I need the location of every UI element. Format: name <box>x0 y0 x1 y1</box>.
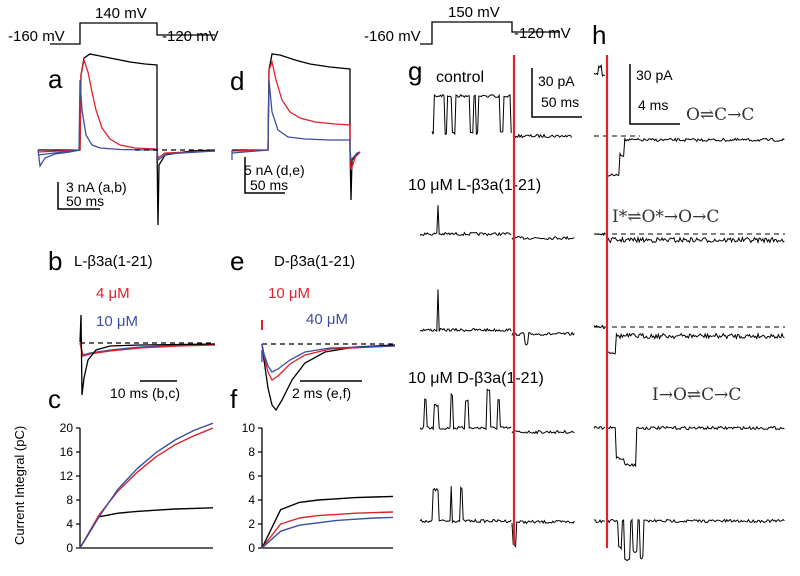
g-trace-d1-tail <box>511 429 575 435</box>
panel-g-time-scale: 50 ms <box>541 94 579 110</box>
panel-b-trace-control <box>79 314 216 396</box>
g-trace-l1-tail <box>511 235 575 241</box>
g-trace-control <box>431 93 512 136</box>
panel-a-trace-control <box>38 53 216 226</box>
panel-b-time-scale: 10 ms (b,c) <box>110 385 180 401</box>
protocol-right-step: 150 mV <box>448 4 500 21</box>
g-trace-control-tail <box>513 133 573 139</box>
h-trace-control <box>607 137 785 177</box>
panel-e-trace-low <box>261 343 396 381</box>
g-trace-d2 <box>419 485 512 524</box>
g-trace-d2-tail <box>511 519 575 548</box>
g-label-d-peptide: 10 μM D-β3a(1-21) <box>408 370 544 387</box>
panel-d-trace-low <box>231 59 361 171</box>
panel-h-current-scale: 30 pA <box>636 67 673 83</box>
panel-h-traces <box>593 63 785 562</box>
panel-e-traces <box>261 320 396 412</box>
chart-c-ytick-label: 0 <box>66 541 73 555</box>
g-trace-l1 <box>419 205 512 237</box>
chart-f-ytick-label: 2 <box>248 517 255 531</box>
chart-c-series-control <box>79 507 214 549</box>
panel-a-trace-low <box>37 57 216 160</box>
panel-label-d: d <box>230 66 244 96</box>
h-trace-l2 <box>607 331 785 355</box>
chart-c-ytick-label: 16 <box>60 445 74 459</box>
g-trace-l2-tail <box>511 331 575 346</box>
panel-a-current-scale: 3 nA (a,b) <box>66 179 127 195</box>
panel-g-traces <box>419 93 575 548</box>
protocol-right-tail: -120 mV <box>514 25 571 42</box>
panel-a-scale-bar <box>57 182 100 210</box>
panel-e-trace-control <box>261 343 396 412</box>
chart-c-series-low <box>79 427 214 549</box>
panel-e-legend-high: 40 μM <box>306 311 348 328</box>
panel-label-c: c <box>48 384 61 414</box>
panel-b-legend-high: 10 μM <box>96 313 138 330</box>
panel-label-b: b <box>48 246 62 276</box>
scheme-d-peptide: I→O⇌C→C <box>652 385 741 405</box>
panel-b-legend-title: L-β3a(1-21) <box>74 253 153 270</box>
voltage-protocol-right <box>420 21 560 45</box>
chart-f: 0 2 4 6 8 10 <box>242 421 394 555</box>
panel-label-e: e <box>230 246 244 276</box>
protocol-left-hold: -160 mV <box>8 28 65 45</box>
panel-b-traces <box>79 314 216 396</box>
g-label-control: control <box>436 69 484 86</box>
panel-a-trace-tail-left <box>37 149 81 168</box>
panel-label-a: a <box>48 64 63 94</box>
panel-label-h: h <box>592 20 606 50</box>
h-trace-d2-step <box>593 519 605 524</box>
chart-f-ytick-label: 0 <box>248 541 255 555</box>
panel-d-scale-bar <box>244 157 285 194</box>
chart-f-series-high <box>261 516 394 549</box>
panel-h-time-scale: 4 ms <box>638 97 668 113</box>
chart-f-series-low <box>261 511 394 549</box>
panel-label-g: g <box>408 56 422 86</box>
g-trace-d1 <box>419 388 512 431</box>
panel-d-traces <box>231 53 361 201</box>
h-trace-d2 <box>607 518 785 562</box>
chart-c-series-high <box>79 422 214 549</box>
panel-g-current-scale: 30 pA <box>538 73 575 89</box>
h-trace-l1 <box>607 235 785 245</box>
panel-label-f: f <box>230 384 238 414</box>
g-label-l-peptide: 10 μM L-β3a(1-21) <box>408 177 541 194</box>
panel-d-trace-high <box>231 79 361 162</box>
chart-f-ytick-label: 10 <box>242 421 256 435</box>
scheme-control: O⇌C→C <box>686 105 754 125</box>
protocol-right-hold: -160 mV <box>364 28 421 45</box>
panel-g-scale-bar <box>531 68 582 118</box>
chart-f-ytick-label: 4 <box>248 493 255 507</box>
panel-b-trace-low <box>79 342 216 357</box>
voltage-protocol-left <box>50 22 215 45</box>
chart-f-ytick-label: 8 <box>248 445 255 459</box>
chart-c-ytick-label: 4 <box>66 517 73 531</box>
chart-c: 0 4 8 12 16 20 <box>60 421 214 555</box>
panel-d-current-scale: 5 nA (d,e) <box>244 162 305 178</box>
protocol-left-step: 140 mV <box>95 5 147 22</box>
chart-c-ytick-label: 8 <box>66 493 73 507</box>
chart-c-ytick-label: 20 <box>60 421 74 435</box>
chart-f-ytick-label: 6 <box>248 469 255 483</box>
scheme-l-peptide: I*⇌O*→O→C <box>612 207 719 227</box>
panel-b-legend-low: 4 μM <box>96 285 130 302</box>
panel-a-time-scale: 50 ms <box>66 193 104 209</box>
panel-e-legend-low: 10 μM <box>268 285 310 302</box>
panel-e-legend-title: D-β3a(1-21) <box>274 253 355 270</box>
panel-d-time-scale: 50 ms <box>250 177 288 193</box>
chart-c-ytick-label: 12 <box>60 469 74 483</box>
h-trace-d1 <box>607 425 785 468</box>
panel-e-trace-high <box>261 343 396 373</box>
panel-a-traces <box>37 53 216 226</box>
h-trace-d1-step <box>593 425 606 430</box>
protocol-left-tail: -120 mV <box>162 28 219 45</box>
panel-a-trace-high <box>37 79 216 162</box>
chart-c-ylabel: Current Integral (pC) <box>12 426 27 545</box>
panel-e-time-scale: 2 ms (e,f) <box>292 385 351 401</box>
h-trace-control-step <box>593 63 606 77</box>
chart-f-series-control <box>261 495 394 549</box>
g-trace-l2 <box>419 289 512 333</box>
panel-h-scale-bar <box>629 64 680 125</box>
